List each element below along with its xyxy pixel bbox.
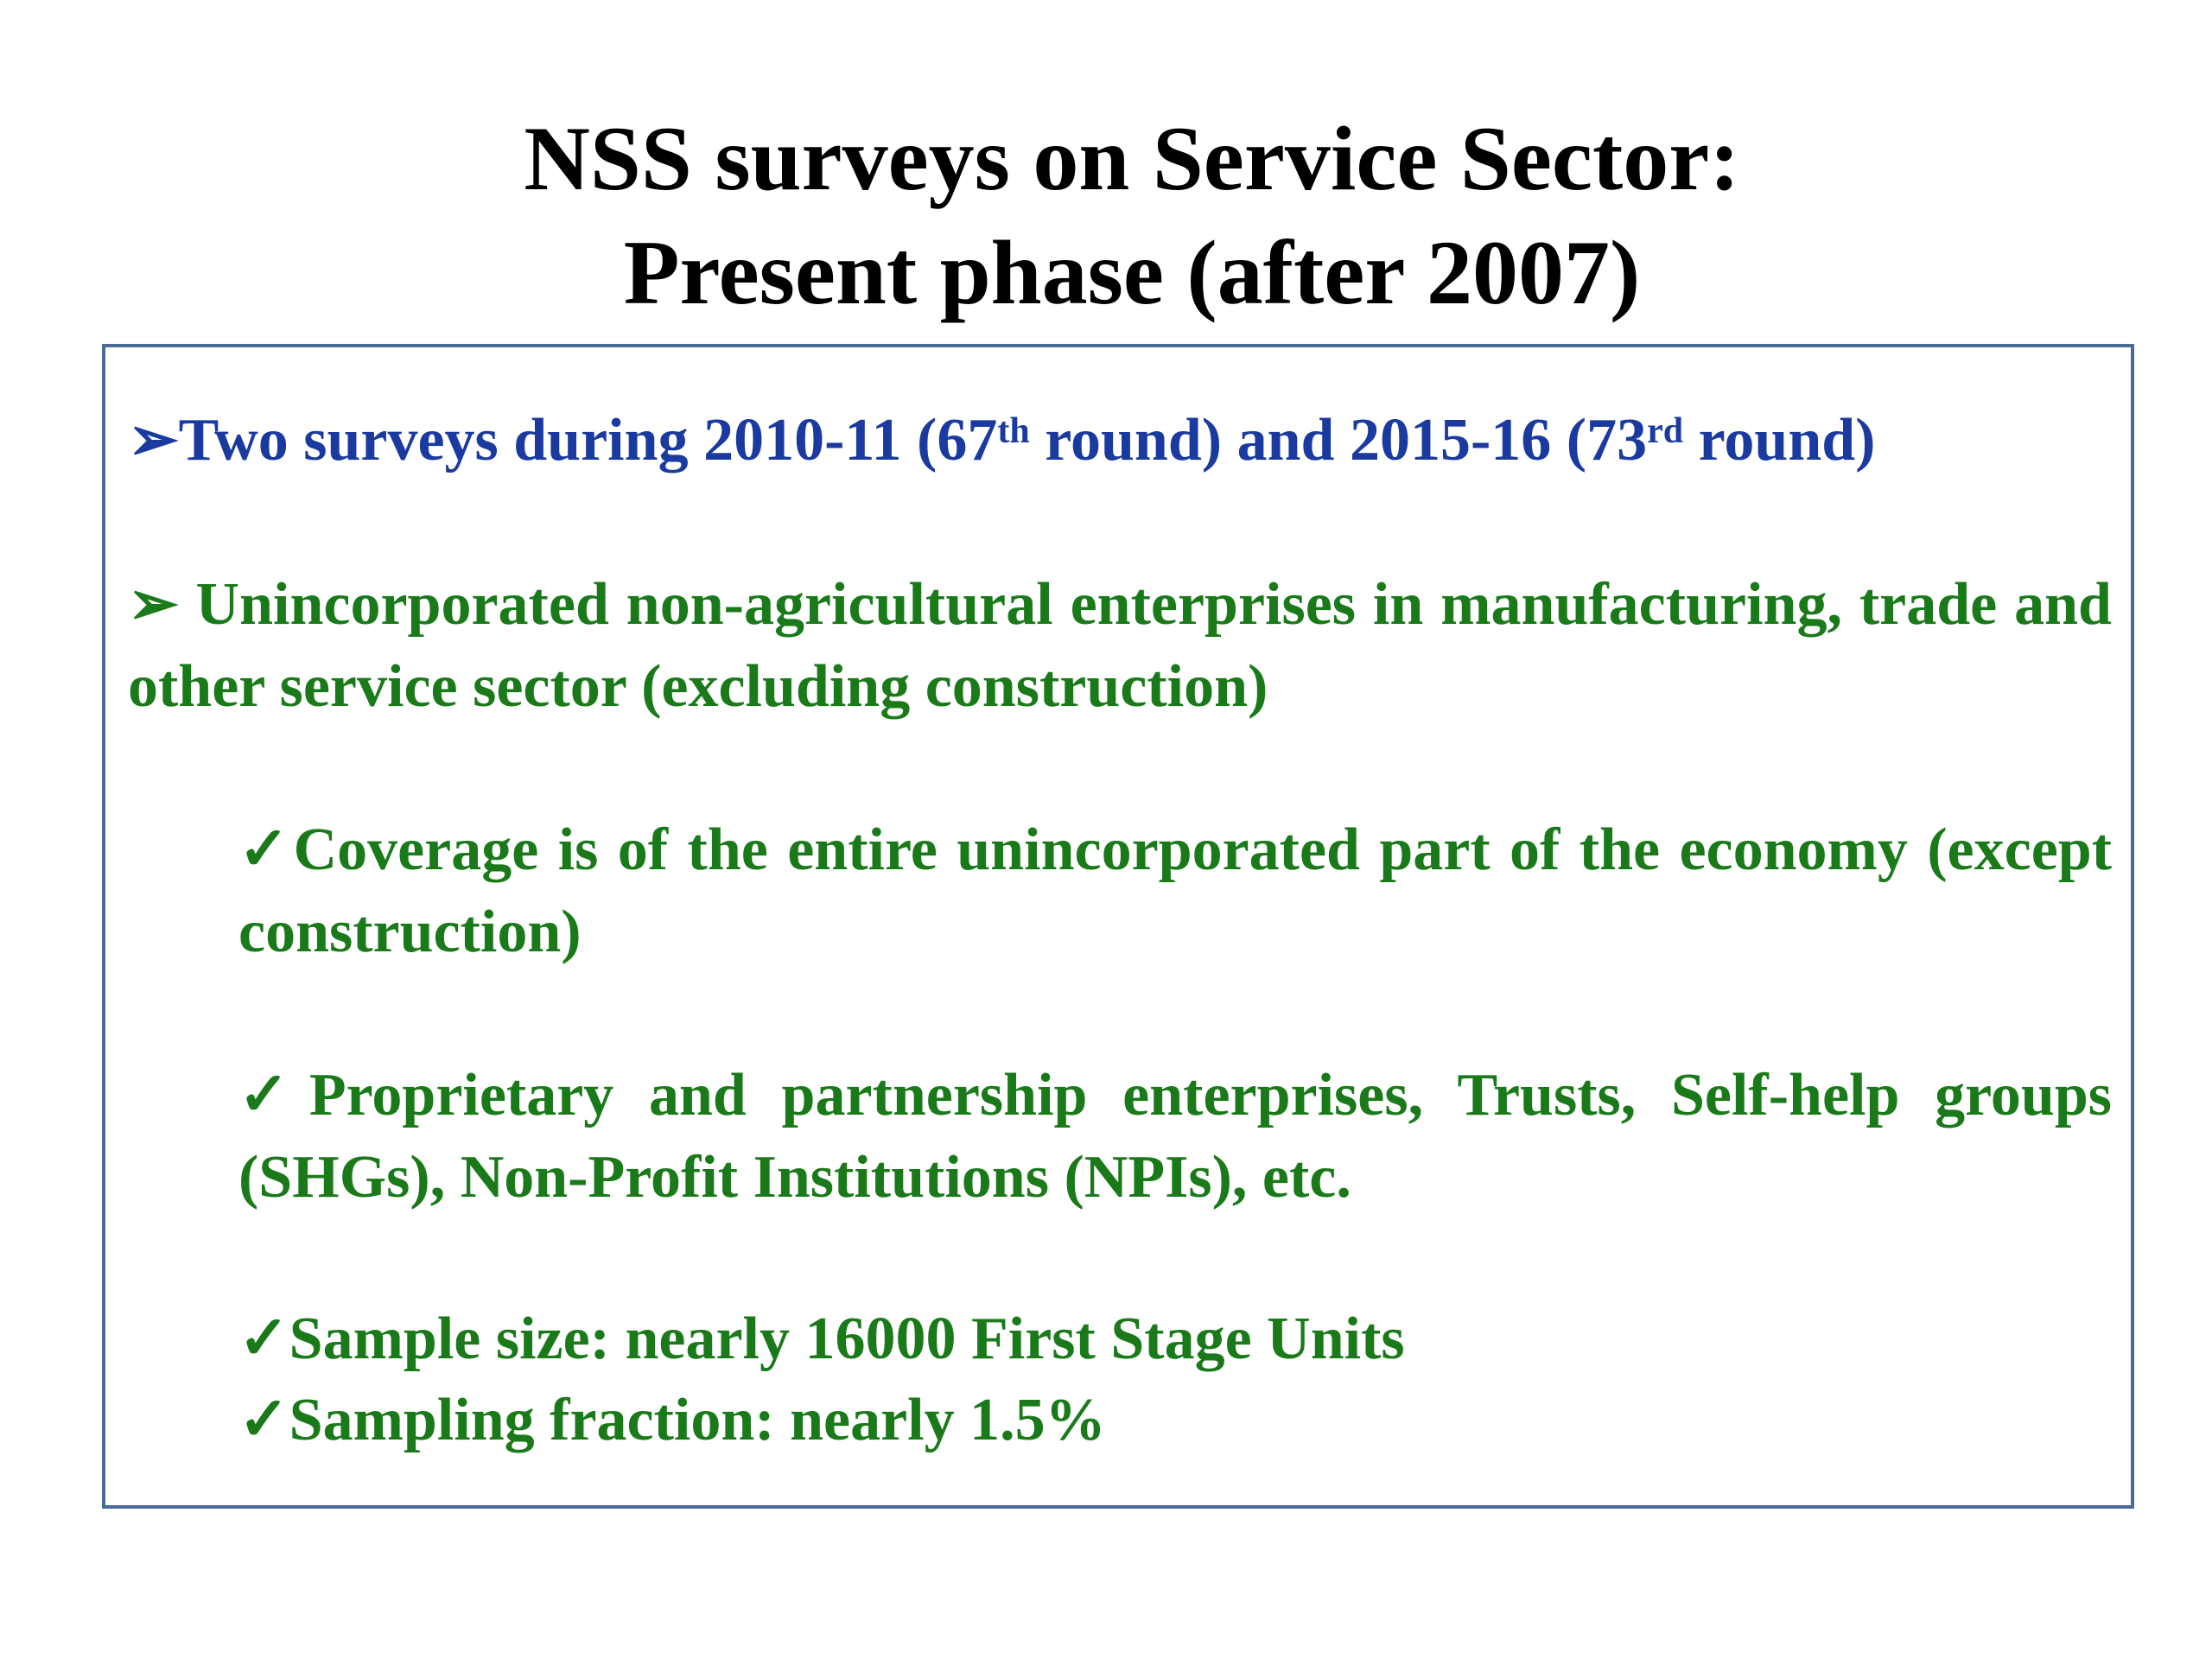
bullet-enterprises: ➢ Unincorporated non-agricultural enterp…	[128, 563, 2112, 728]
check-icon: ✓	[238, 1387, 289, 1453]
check-icon: ✓	[238, 817, 294, 883]
superscript-rd: rd	[1647, 410, 1684, 451]
arrow-bullet-icon: ➢	[128, 571, 179, 638]
sub-bullet-sampling-fraction: ✓Sampling fraction: nearly 1.5%	[238, 1379, 2112, 1461]
sub-bullet-coverage-text: Coverage is of the entire unincorporated…	[238, 817, 2113, 965]
slide-title-line-2: Present phase (after 2007)	[623, 222, 1641, 323]
sub-bullet-sample-size: ✓Sample size: nearly 16000 First Stage U…	[238, 1298, 2112, 1380]
sub-bullet-coverage: ✓Coverage is of the entire unincorporate…	[238, 809, 2112, 973]
check-icon: ✓	[238, 1062, 309, 1128]
bullet-enterprises-text: Unincorporated non-agricultural enterpri…	[128, 571, 2112, 720]
superscript-th: th	[997, 410, 1030, 451]
bullet-surveys: ➢Two surveys during 2010-11 (67th round)…	[128, 399, 2112, 481]
bullet-surveys-text-3: round)	[1683, 407, 1876, 474]
check-icon: ✓	[238, 1306, 289, 1372]
slide-title: NSS surveys on Service Sector: Present p…	[0, 102, 2212, 330]
arrow-bullet-icon: ➢	[128, 407, 179, 474]
bullet-surveys-text-1: Two surveys during 2010-11 (67	[178, 407, 998, 474]
sub-bullet-proprietary-text: Proprietary and partnership enterprises,…	[238, 1062, 2112, 1211]
bullet-surveys-text-2: round) and 2015-16 (73	[1029, 407, 1648, 474]
sub-bullet-sampling-fraction-text: Sampling fraction: nearly 1.5%	[289, 1387, 1106, 1453]
sub-bullet-sample-size-text: Sample size: nearly 16000 First Stage Un…	[289, 1306, 1405, 1372]
slide-title-line-1: NSS surveys on Service Sector:	[524, 108, 1740, 209]
content-box	[102, 344, 2134, 1509]
sub-bullet-proprietary: ✓Proprietary and partnership enterprises…	[238, 1054, 2112, 1218]
